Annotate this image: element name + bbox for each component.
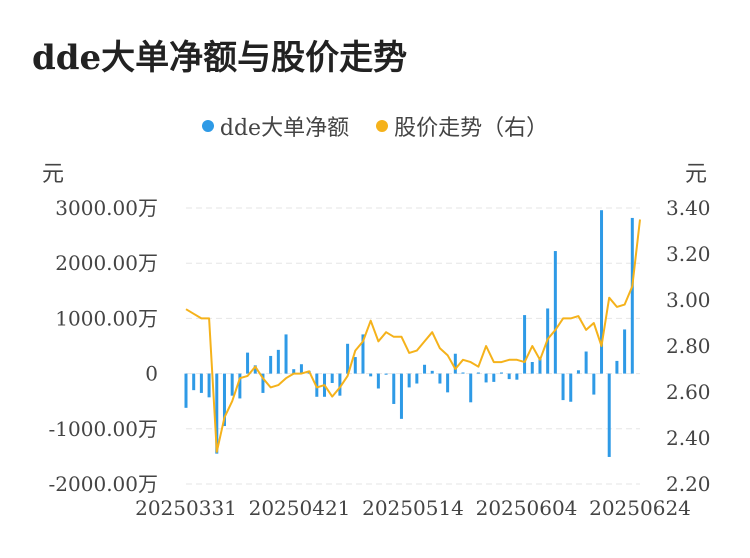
y-right-tick-label: 2.40	[666, 426, 711, 450]
left-axis-unit: 元	[42, 162, 65, 187]
dde-bar	[592, 373, 596, 395]
dde-bar	[523, 315, 527, 374]
x-tick-label: 20250421	[249, 496, 351, 520]
dde-bar	[615, 360, 619, 374]
y-right-tick-label: 3.40	[666, 196, 711, 220]
dde-bar	[600, 210, 604, 374]
dde-bar	[492, 373, 496, 382]
dde-bar	[530, 362, 534, 374]
legend-marker-dde	[201, 120, 214, 132]
y-left-tick-label: 2000.00万	[55, 251, 158, 275]
y-right-tick-label: 2.20	[666, 472, 711, 496]
dde-bar	[215, 373, 219, 454]
y-left-tick-label: -1000.00万	[49, 417, 158, 441]
dde-bar	[230, 373, 234, 396]
legend-item-dde[interactable]: dde大单净额	[201, 110, 350, 142]
dde-bar	[207, 373, 211, 398]
dde-bar	[338, 373, 342, 396]
legend-label-price: 股价走势（右）	[394, 116, 549, 141]
dde-bar	[630, 217, 634, 374]
dde-bar	[607, 373, 611, 457]
dde-bar	[484, 373, 488, 383]
right-axis-unit: 元	[685, 162, 708, 187]
dde-bar	[569, 373, 573, 402]
legend-marker-price	[376, 120, 389, 132]
y-left-tick-label: 0	[145, 362, 158, 386]
dde-bar	[299, 364, 303, 374]
dde-bar	[292, 369, 296, 374]
dde-bar	[415, 373, 419, 384]
dde-bar	[199, 373, 203, 393]
dde-bar	[623, 329, 627, 374]
x-tick-label: 20250604	[476, 496, 578, 520]
dde-bar	[238, 373, 242, 399]
dde-bar	[192, 373, 196, 391]
dde-bar	[446, 373, 450, 393]
y-right-tick-label: 2.60	[666, 380, 711, 404]
x-tick-label: 20250624	[589, 496, 691, 520]
dde-bar	[399, 373, 403, 419]
dde-bar	[253, 365, 257, 374]
dde-bar	[469, 373, 473, 403]
price-line	[185, 219, 641, 453]
dde-bar	[407, 373, 411, 388]
dde-bar	[269, 355, 273, 374]
y-left-tick-label: -2000.00万	[49, 472, 158, 496]
dde-bar	[392, 373, 396, 404]
dde-bar	[515, 373, 519, 380]
dde-bar	[538, 357, 542, 374]
y-left-tick-label: 1000.00万	[55, 306, 158, 330]
dde-bar	[576, 370, 580, 374]
dde-bar	[476, 372, 480, 374]
y-right-tick-label: 3.20	[666, 242, 711, 266]
dde-bar	[507, 373, 511, 380]
y-right-tick-label: 3.00	[666, 288, 711, 312]
dde-bar	[246, 352, 250, 374]
y-right-tick-label: 2.80	[666, 334, 711, 358]
dde-bar	[222, 373, 226, 427]
legend-label-dde: dde大单净额	[219, 116, 350, 141]
dde-bar	[430, 370, 434, 374]
chart-title: dde大单净额与股价走势	[32, 38, 408, 78]
dde-bar	[353, 357, 357, 374]
dde-bar	[346, 343, 350, 374]
dde-bar	[584, 351, 588, 374]
y-left-tick-label: 3000.00万	[55, 196, 158, 220]
dde-bar	[361, 334, 365, 374]
dde-bar	[284, 334, 288, 374]
dde-bar	[438, 373, 442, 384]
x-tick-label: 20250331	[135, 496, 237, 520]
legend-item-price[interactable]: 股价走势（右）	[376, 110, 548, 142]
dde-bar	[453, 353, 457, 374]
dde-bar	[384, 373, 388, 375]
dde-bar	[553, 251, 557, 374]
dde-bar	[423, 364, 427, 374]
dde-bar	[561, 373, 565, 401]
dde-bar	[330, 373, 334, 383]
dde-bar	[261, 373, 265, 393]
dde-bar	[499, 372, 503, 374]
dde-bar	[276, 349, 280, 374]
x-tick-label: 20250514	[362, 496, 464, 520]
chart-legend: dde大单净额 股价走势（右）	[0, 110, 750, 142]
dde-bar	[461, 372, 465, 374]
dde-bar	[369, 373, 373, 377]
dde-bar	[184, 373, 188, 408]
dde-bar	[376, 373, 380, 389]
